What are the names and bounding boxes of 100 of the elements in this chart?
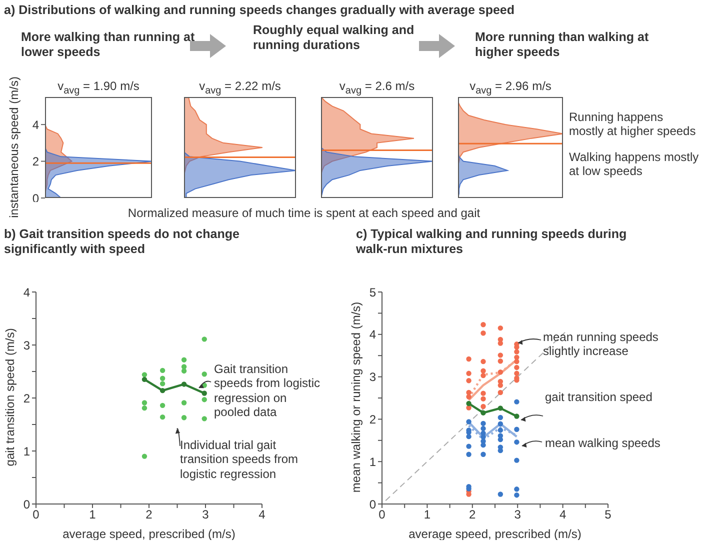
y-tick-label: 0 bbox=[23, 497, 30, 512]
x-tick-label: 2 bbox=[146, 508, 153, 522]
chart-subtitle: v$_{avg}$ = 2.22 m/s bbox=[198, 79, 282, 98]
point bbox=[160, 368, 166, 374]
point bbox=[160, 381, 166, 386]
point bbox=[202, 390, 207, 396]
point bbox=[498, 352, 504, 358]
x-tick-label: 4 bbox=[258, 508, 266, 522]
point bbox=[480, 322, 486, 328]
point bbox=[514, 439, 520, 445]
x-axis-title: Normalized measure of much time is spent at each speed and gait bbox=[126, 206, 482, 220]
x-tick-label: 3 bbox=[202, 508, 210, 522]
x-tick-label: 3 bbox=[514, 508, 522, 522]
y-axis-title: mean walking or runing speed (m/s) bbox=[348, 300, 364, 495]
point bbox=[514, 370, 520, 376]
y-tick-label: 4 bbox=[23, 285, 30, 300]
point bbox=[498, 358, 504, 364]
point bbox=[202, 416, 207, 422]
annotation: Individual trial gait transition speeds from logistic regression bbox=[180, 438, 300, 482]
chart-subtitle: v$_{avg}$ = 1.90 m/s bbox=[56, 79, 140, 98]
x-tick-label: 2 bbox=[469, 508, 476, 522]
point bbox=[160, 376, 166, 381]
point bbox=[498, 428, 504, 433]
point bbox=[480, 426, 486, 432]
y-tick-label: 2 bbox=[369, 412, 376, 426]
point bbox=[498, 325, 504, 331]
chart-title: b) Gait transition speeds do not change significantly with speed bbox=[4, 227, 240, 257]
text: More walking than running at lower speeds bbox=[21, 30, 196, 60]
point bbox=[480, 330, 486, 336]
point bbox=[480, 396, 486, 402]
point bbox=[514, 426, 520, 432]
point bbox=[160, 402, 166, 408]
point bbox=[142, 372, 148, 378]
x-tick-label: 1 bbox=[89, 508, 96, 522]
y-axis-title: instantaneous speed (m/s) bbox=[6, 76, 21, 218]
point bbox=[498, 370, 504, 375]
point bbox=[160, 414, 166, 420]
y-tick-label: 0 bbox=[32, 191, 40, 206]
point bbox=[498, 406, 504, 411]
point bbox=[480, 410, 486, 416]
chart-title: c) Typical walking and running speeds during walk-run mixtures bbox=[356, 227, 628, 257]
text: a) Distributions of walking and running speeds changes gradually with average speed bbox=[4, 3, 516, 18]
annotation: mean walking speeds bbox=[545, 436, 662, 450]
point bbox=[498, 414, 504, 420]
x-tick-label: 0 bbox=[378, 508, 386, 522]
point bbox=[480, 372, 486, 378]
y-tick-label: 3 bbox=[23, 338, 30, 352]
point bbox=[480, 404, 486, 410]
y-axis-title: gait transition speed (m/s) bbox=[2, 327, 18, 468]
point bbox=[181, 382, 187, 387]
point bbox=[480, 368, 486, 374]
point bbox=[498, 492, 504, 497]
point bbox=[480, 390, 486, 396]
y-tick-label: 4 bbox=[32, 118, 40, 132]
y-tick-label: 2 bbox=[23, 391, 30, 406]
y-tick-label: 5 bbox=[369, 285, 376, 300]
point bbox=[466, 394, 472, 400]
point bbox=[202, 336, 207, 342]
point bbox=[514, 349, 520, 354]
point bbox=[142, 405, 148, 411]
point bbox=[466, 400, 472, 406]
point bbox=[480, 358, 486, 364]
y-tick-label: 4 bbox=[369, 328, 376, 342]
point bbox=[202, 372, 207, 377]
annotation: gait transition speed bbox=[545, 390, 654, 404]
point bbox=[480, 420, 486, 426]
point bbox=[142, 454, 148, 459]
x-tick-label: 5 bbox=[604, 508, 612, 522]
y-tick-label: 0 bbox=[369, 497, 376, 512]
point bbox=[142, 400, 148, 406]
point bbox=[498, 382, 504, 388]
text: More running than walking at higher speeds bbox=[475, 30, 650, 60]
point bbox=[498, 421, 504, 426]
point bbox=[181, 357, 187, 362]
point bbox=[514, 458, 520, 463]
point bbox=[466, 370, 472, 376]
text: Walking happens mostly at low speeds bbox=[569, 150, 700, 179]
point bbox=[480, 452, 486, 457]
point bbox=[466, 356, 472, 362]
point bbox=[181, 415, 187, 420]
annotation: Gait transition speeds from logistic regression on pooled data bbox=[214, 362, 322, 420]
point bbox=[466, 405, 472, 410]
point bbox=[498, 390, 504, 396]
x-tick-label: 4 bbox=[559, 508, 566, 522]
point bbox=[466, 419, 472, 424]
point bbox=[514, 414, 520, 419]
text: Running happens mostly at higher speeds bbox=[569, 110, 697, 139]
y-tick-label: 2 bbox=[32, 154, 40, 169]
point bbox=[466, 378, 472, 384]
point bbox=[514, 364, 520, 370]
point bbox=[514, 492, 520, 498]
point bbox=[142, 376, 148, 382]
point bbox=[466, 452, 472, 457]
y-tick-label: 1 bbox=[23, 444, 30, 458]
y-tick-label: 1 bbox=[369, 454, 376, 469]
point bbox=[514, 486, 520, 492]
point bbox=[160, 388, 166, 394]
annotation: mean running speeds slightly increase bbox=[543, 330, 660, 359]
y-tick-label: 3 bbox=[369, 370, 376, 384]
point bbox=[514, 399, 520, 404]
